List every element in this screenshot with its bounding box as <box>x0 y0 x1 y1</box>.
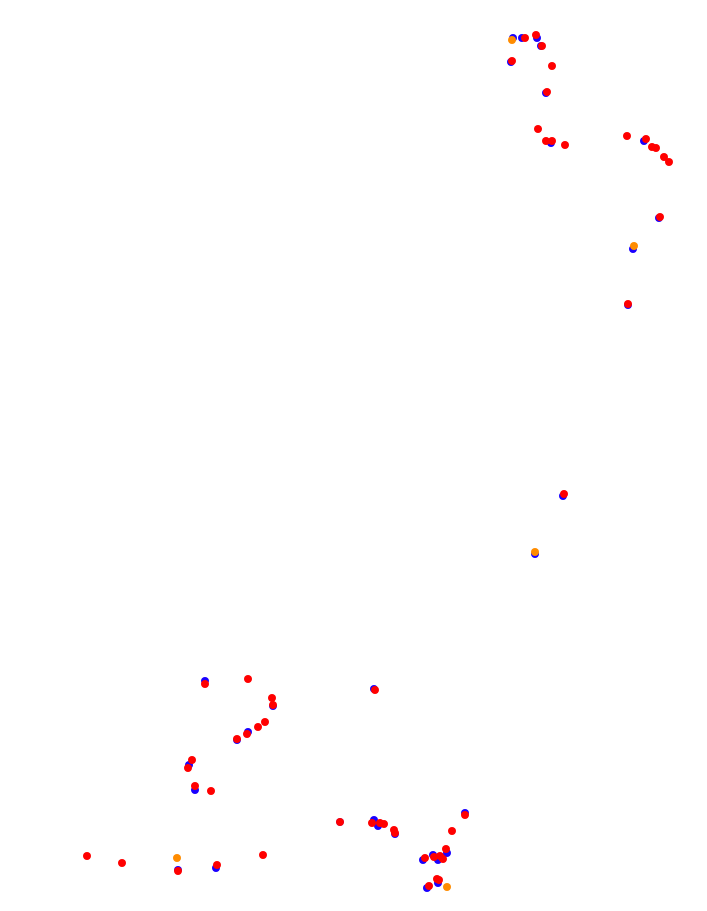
map-marker-red[interactable] <box>439 855 447 863</box>
map-marker-red[interactable] <box>623 132 631 140</box>
map-marker-red[interactable] <box>430 853 438 861</box>
map-marker-red[interactable] <box>174 867 182 875</box>
map-marker-red[interactable] <box>665 158 673 166</box>
map-marker-red[interactable] <box>560 490 568 498</box>
map-marker-red[interactable] <box>435 876 443 884</box>
marker-cluster-north <box>507 31 673 309</box>
map-marker-red[interactable] <box>391 829 399 837</box>
map-marker-orange[interactable] <box>508 36 516 44</box>
map-marker-red[interactable] <box>542 137 550 145</box>
marker-cluster-south-east <box>336 809 469 892</box>
map-marker-red[interactable] <box>191 782 199 790</box>
map-marker-red[interactable] <box>336 818 344 826</box>
map-marker-red[interactable] <box>83 852 91 860</box>
map-marker-red[interactable] <box>243 730 251 738</box>
map-marker-red[interactable] <box>254 723 262 731</box>
map-marker-red[interactable] <box>448 827 456 835</box>
map-marker-red[interactable] <box>543 88 551 96</box>
map-marker-red[interactable] <box>538 42 546 50</box>
map-marker-red[interactable] <box>244 675 252 683</box>
map-marker-red[interactable] <box>652 144 660 152</box>
map-marker-red[interactable] <box>118 859 126 867</box>
map-marker-red[interactable] <box>233 735 241 743</box>
map-marker-red[interactable] <box>269 701 277 709</box>
map-marker-red[interactable] <box>624 300 632 308</box>
map-marker-red[interactable] <box>380 820 388 828</box>
map-marker-orange[interactable] <box>531 548 539 556</box>
map-marker-red[interactable] <box>188 756 196 764</box>
marker-cluster-south-west <box>83 675 379 875</box>
map-marker-red[interactable] <box>660 153 668 161</box>
map-marker-red[interactable] <box>368 819 376 827</box>
map-marker-red[interactable] <box>561 141 569 149</box>
markers-layer <box>83 31 673 892</box>
map-marker-red[interactable] <box>548 62 556 70</box>
map-marker-red[interactable] <box>508 57 516 65</box>
map-marker-orange[interactable] <box>443 883 451 891</box>
map-marker-red[interactable] <box>184 764 192 772</box>
map-marker-orange[interactable] <box>173 854 181 862</box>
map-marker-red[interactable] <box>548 137 556 145</box>
map-marker-red[interactable] <box>642 135 650 143</box>
map-marker-red[interactable] <box>207 787 215 795</box>
marker-cluster-middle <box>531 490 568 558</box>
map-marker-red[interactable] <box>532 31 540 39</box>
map-marker-red[interactable] <box>259 851 267 859</box>
map-marker-red[interactable] <box>442 845 450 853</box>
map-marker-red[interactable] <box>461 811 469 819</box>
map-marker-red[interactable] <box>534 125 542 133</box>
map-marker-red[interactable] <box>201 680 209 688</box>
map-marker-red[interactable] <box>213 861 221 869</box>
map-marker-red[interactable] <box>261 718 269 726</box>
map-marker-orange[interactable] <box>630 242 638 250</box>
map-marker-red[interactable] <box>656 213 664 221</box>
map-marker-red[interactable] <box>371 686 379 694</box>
map-marker-red[interactable] <box>421 854 429 862</box>
map-marker-red[interactable] <box>425 882 433 890</box>
map-marker-red[interactable] <box>521 34 529 42</box>
map-marker-red[interactable] <box>268 694 276 702</box>
